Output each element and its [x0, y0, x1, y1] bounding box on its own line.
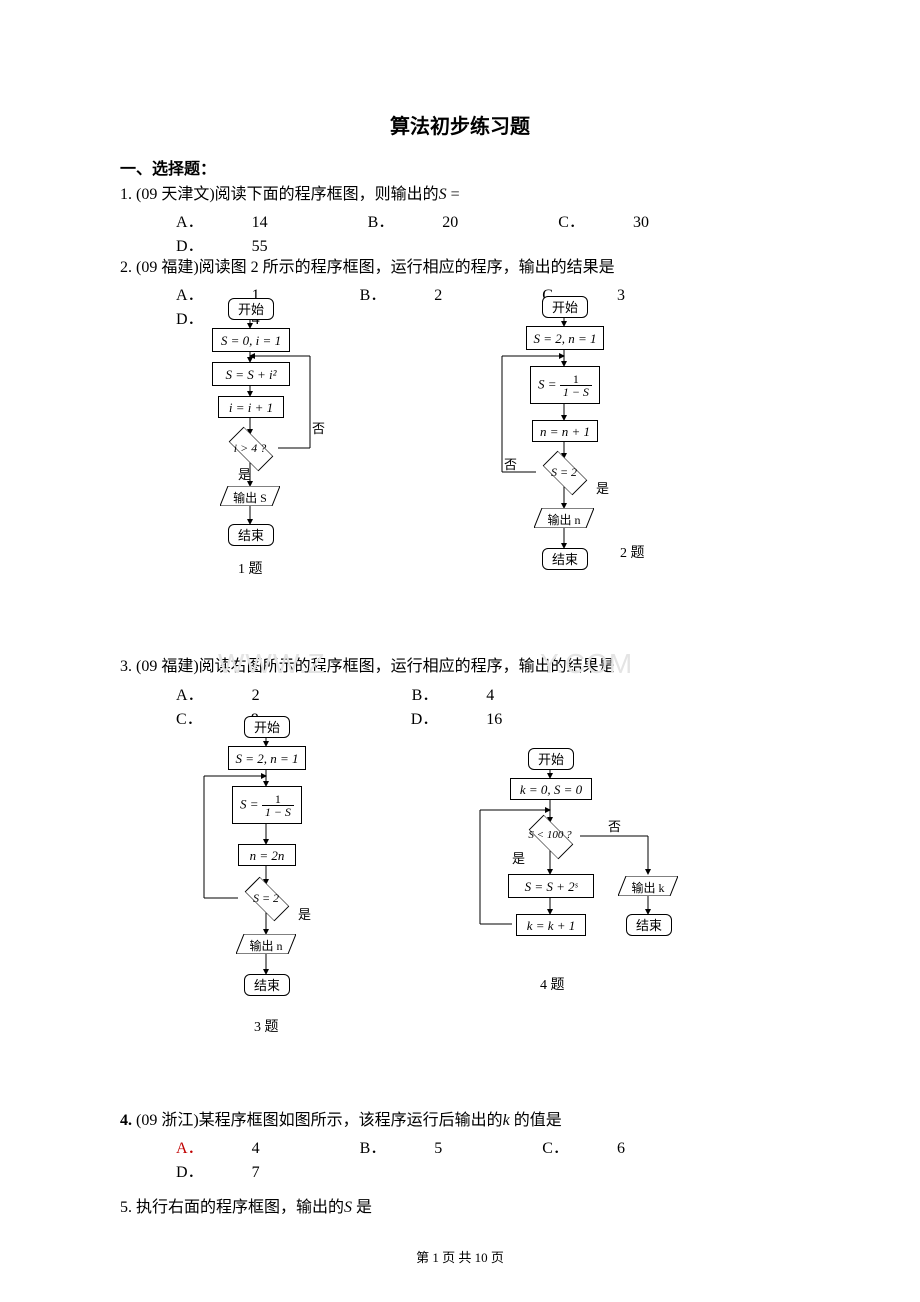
qtext: (09 福建)阅读图 2 所示的程序框图，运行相应的程序，输出的结果是 — [136, 259, 615, 276]
question-4: 4. (09 浙江)某程序框图如图所示，该程序运行后输出的k 的值是 — [120, 1109, 800, 1132]
init: k = 0, S = 0 — [510, 778, 592, 800]
qtext: (09 浙江)某程序框图如图所示，该程序运行后输出的 — [136, 1112, 503, 1129]
step: S = 11 − S — [530, 366, 600, 404]
opt: B．2 — [360, 281, 491, 305]
start: 开始 — [528, 748, 574, 770]
qtext: 是 — [352, 1199, 372, 1216]
footer: 第 1 页 共 10 页 — [0, 1247, 920, 1266]
decision: S < 100 ? — [522, 822, 578, 850]
start: 开始 — [542, 296, 588, 318]
opt: D．55 — [176, 232, 316, 256]
init: S = 2, n = 1 — [228, 746, 306, 770]
flowchart-3: 开始 S = 2, n = 1 S = 11 − S n = 2n S = 2 … — [186, 716, 366, 1046]
opt: C．6 — [542, 1134, 673, 1158]
decision: i > 4 ? — [222, 434, 278, 462]
no-label: 否 — [504, 454, 517, 473]
page-title: 算法初步练习题 — [120, 110, 800, 139]
opt: D．16 — [411, 705, 551, 729]
opt: B．5 — [360, 1134, 491, 1158]
end: 结束 — [228, 524, 274, 546]
var: S — [344, 1199, 352, 1216]
question-1: 1. (09 天津文)阅读下面的程序框图，则输出的S = — [120, 183, 800, 206]
step: i = i + 1 — [218, 396, 284, 418]
qnum: 5. — [120, 1199, 132, 1216]
step: S = 11 − S — [232, 786, 302, 824]
init: S = 2, n = 1 — [526, 326, 604, 350]
step: S = S + i² — [212, 362, 290, 386]
opt: A．14 — [176, 208, 316, 232]
qtext: (09 福建)阅读右图所示的程序框图，运行相应的程序，输出的结果是 — [136, 658, 615, 675]
page: 算法初步练习题 一、选择题： 1. (09 天津文)阅读下面的程序框图，则输出的… — [0, 0, 920, 1302]
step: n = n + 1 — [532, 420, 598, 442]
var: S — [439, 186, 447, 203]
qtext: 的值是 — [510, 1112, 562, 1129]
caption: 3 题 — [254, 1016, 279, 1036]
question-2: 2. (09 福建)阅读图 2 所示的程序框图，运行相应的程序，输出的结果是 — [120, 256, 800, 279]
step: n = 2n — [238, 844, 296, 866]
question-5: 5. 执行右面的程序框图，输出的S 是 — [120, 1196, 800, 1219]
opt: A．4 — [176, 1134, 308, 1158]
question-3: 3. (09 福建)阅读右图所示的程序框图，运行相应的程序，输出的结果是 — [120, 655, 800, 678]
yes-label: 是 — [298, 904, 311, 923]
output: 输出 k — [618, 876, 678, 896]
opt: B．4 — [412, 681, 543, 705]
qnum: 1. — [120, 186, 132, 203]
no-label: 否 — [312, 418, 325, 437]
flowchart-1: 开始 S = 0, i = 1 S = S + i² i = i + 1 i >… — [190, 298, 350, 598]
output: 输出 n — [534, 508, 594, 528]
qtext: (09 天津文)阅读下面的程序框图，则输出的 — [136, 186, 439, 203]
flowchart-4: 开始 k = 0, S = 0 S < 100 ? S = S + 2ˢ k =… — [460, 748, 700, 1048]
start: 开始 — [228, 298, 274, 320]
init: S = 0, i = 1 — [212, 328, 290, 352]
end: 结束 — [626, 914, 672, 936]
caption: 1 题 — [238, 558, 263, 578]
qnum: 3. — [120, 658, 132, 675]
start: 开始 — [244, 716, 290, 738]
options-4: A．4 B．5 C．6 D．7 — [120, 1134, 800, 1182]
step: S = S + 2ˢ — [508, 874, 594, 898]
opt: D．7 — [176, 1158, 308, 1182]
options-1: A．14 B．20 C．30 D．55 — [120, 208, 800, 256]
flowchart-2: 开始 S = 2, n = 1 S = 11 − S n = n + 1 S =… — [484, 296, 664, 606]
step: k = k + 1 — [516, 914, 586, 936]
qtext: 执行右面的程序框图，输出的 — [136, 1199, 344, 1216]
decision: S = 2 — [536, 458, 592, 486]
qtext: = — [447, 186, 460, 203]
end: 结束 — [542, 548, 588, 570]
decision: S = 2 — [238, 884, 294, 912]
opt: B．20 — [368, 208, 507, 232]
no-label: 否 — [608, 816, 621, 835]
caption: 4 题 — [540, 974, 565, 994]
opt: C．30 — [558, 208, 697, 232]
var: k — [503, 1112, 510, 1129]
yes-label: 是 — [512, 848, 525, 867]
end: 结束 — [244, 974, 290, 996]
section-heading: 一、选择题： — [120, 155, 800, 179]
qnum: 2. — [120, 259, 132, 276]
caption: 2 题 — [620, 542, 645, 562]
output: 输出 S — [220, 486, 280, 506]
yes-label: 是 — [596, 478, 609, 497]
yes-label: 是 — [238, 464, 251, 483]
output: 输出 n — [236, 934, 296, 954]
qnum: 4. — [120, 1112, 132, 1129]
opt: A．2 — [176, 681, 308, 705]
